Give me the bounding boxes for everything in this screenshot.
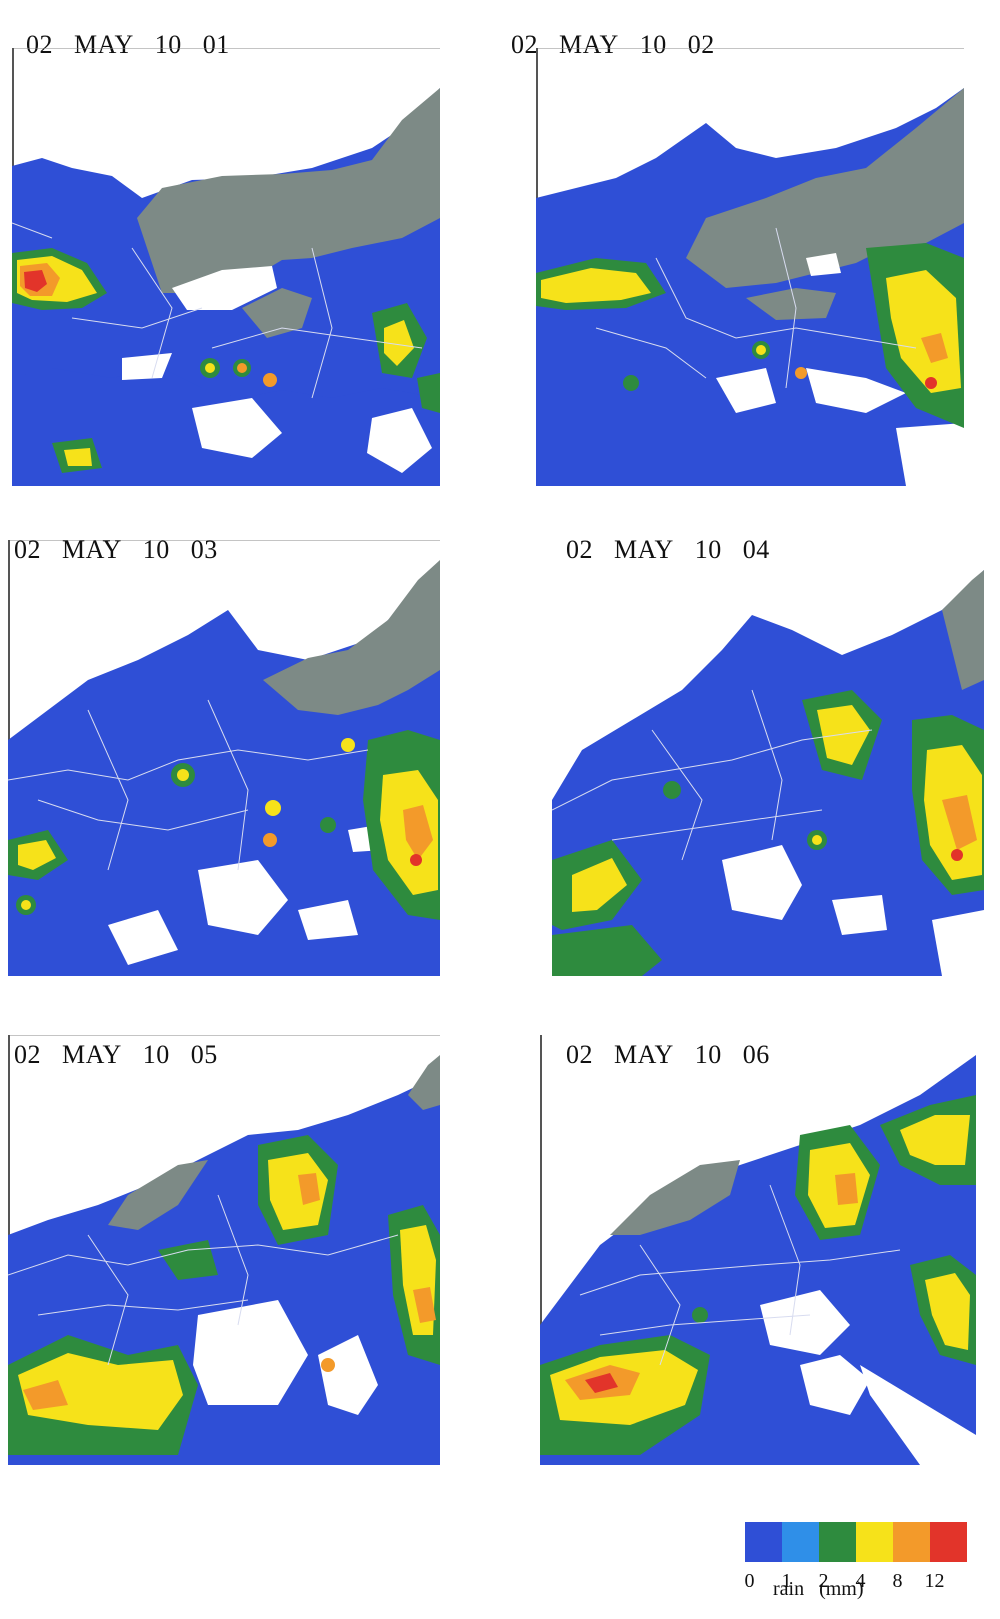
rain-area	[552, 570, 984, 976]
minute: 04	[742, 535, 770, 564]
panel-2-timestamp: 02 MAY 10 02	[497, 0, 715, 60]
land-relief	[137, 88, 440, 293]
legend-color-bar	[745, 1522, 967, 1562]
no-rain-area	[198, 860, 288, 935]
legend-tick-4: 8	[892, 1570, 903, 1592]
panel-6-timestamp: 02 MAY 10 06	[552, 1010, 770, 1070]
legend-swatch-5	[930, 1522, 967, 1562]
rain-legend: 0 1 2 4 8 12 rain (mm)	[744, 1522, 967, 1600]
minute: 02	[687, 30, 715, 59]
month: MAY	[614, 535, 674, 564]
no-rain-area	[760, 1290, 850, 1355]
no-rain-area	[806, 368, 906, 413]
boundary-lines	[8, 699, 369, 871]
land-relief	[263, 560, 440, 715]
legend-unit-label: rain (mm)	[773, 1578, 864, 1601]
legend-swatch-2	[819, 1522, 856, 1562]
boundary-lines	[595, 227, 917, 389]
rain-radar-map-5	[8, 1035, 440, 1465]
rain-radar-map-4	[552, 540, 984, 976]
map-2-graphic	[536, 48, 964, 486]
legend-tick-5: 12	[924, 1570, 945, 1592]
panel-1-timestamp: 02 MAY 10 01	[12, 0, 230, 60]
legend-swatch-1	[782, 1522, 819, 1562]
legend-tick-1: 1	[781, 1570, 792, 1592]
legend-quantity: rain	[773, 1578, 805, 1600]
minute: 05	[190, 1040, 218, 1069]
day: 02	[14, 1040, 41, 1069]
hour: 10	[694, 1040, 722, 1069]
month: MAY	[559, 30, 619, 59]
legend-ticks: 0 1 2 4 8 12	[744, 1562, 967, 1592]
map-4-graphic	[552, 570, 984, 976]
land-relief	[942, 570, 984, 690]
map-1-graphic	[12, 48, 440, 486]
rain-radar-map-2	[536, 48, 964, 486]
no-rain-area	[192, 398, 282, 458]
hour: 10	[694, 535, 722, 564]
day: 02	[511, 30, 538, 59]
legend-tick-0: 0	[744, 1570, 755, 1592]
boundary-lines	[12, 222, 423, 399]
legend-unit: (mm)	[819, 1578, 864, 1600]
legend-swatch-3	[856, 1522, 893, 1562]
month: MAY	[62, 1040, 122, 1069]
panel-5-timestamp: 02 MAY 10 05	[0, 1010, 218, 1070]
hour: 10	[639, 30, 667, 59]
legend-swatch-4	[893, 1522, 930, 1562]
boundary-lines	[8, 1194, 399, 1366]
legend-tick-3: 4	[855, 1570, 866, 1592]
month: MAY	[74, 30, 134, 59]
map-5-graphic	[8, 1035, 440, 1465]
rain-radar-map-1	[12, 48, 440, 486]
legend-tick-2: 2	[818, 1570, 829, 1592]
hour: 10	[142, 1040, 170, 1069]
map-3-graphic	[8, 540, 440, 976]
no-rain-area	[193, 1300, 308, 1405]
map-6-graphic	[540, 1035, 976, 1465]
month: MAY	[614, 1040, 674, 1069]
legend-swatch-0	[745, 1522, 782, 1562]
rain-radar-map-3	[8, 540, 440, 976]
panel-4-timestamp: 02 MAY 10 04	[552, 505, 770, 565]
day: 02	[566, 535, 593, 564]
boundary-lines	[579, 1184, 901, 1366]
land-relief	[686, 88, 964, 288]
day: 02	[566, 1040, 593, 1069]
boundary-lines	[552, 689, 873, 861]
hour: 10	[154, 30, 182, 59]
rain-radar-map-6	[540, 1035, 976, 1465]
minute: 06	[742, 1040, 770, 1069]
day: 02	[26, 30, 53, 59]
land-relief	[108, 1160, 208, 1230]
minute: 01	[202, 30, 230, 59]
land-relief	[610, 1160, 740, 1235]
no-rain-area	[722, 845, 802, 920]
